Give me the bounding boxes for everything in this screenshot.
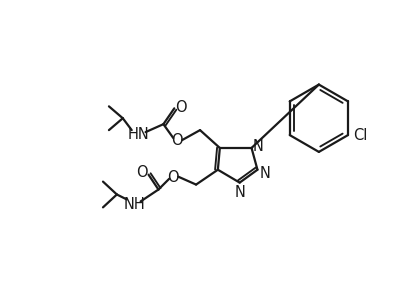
Text: O: O [171,133,183,148]
Text: HN: HN [128,127,149,142]
Text: O: O [136,165,147,180]
Text: N: N [253,139,264,154]
Text: N: N [260,166,271,181]
Text: NH: NH [124,197,146,212]
Text: O: O [175,100,187,115]
Text: O: O [168,170,179,185]
Text: N: N [234,185,245,200]
Text: Cl: Cl [353,128,367,142]
